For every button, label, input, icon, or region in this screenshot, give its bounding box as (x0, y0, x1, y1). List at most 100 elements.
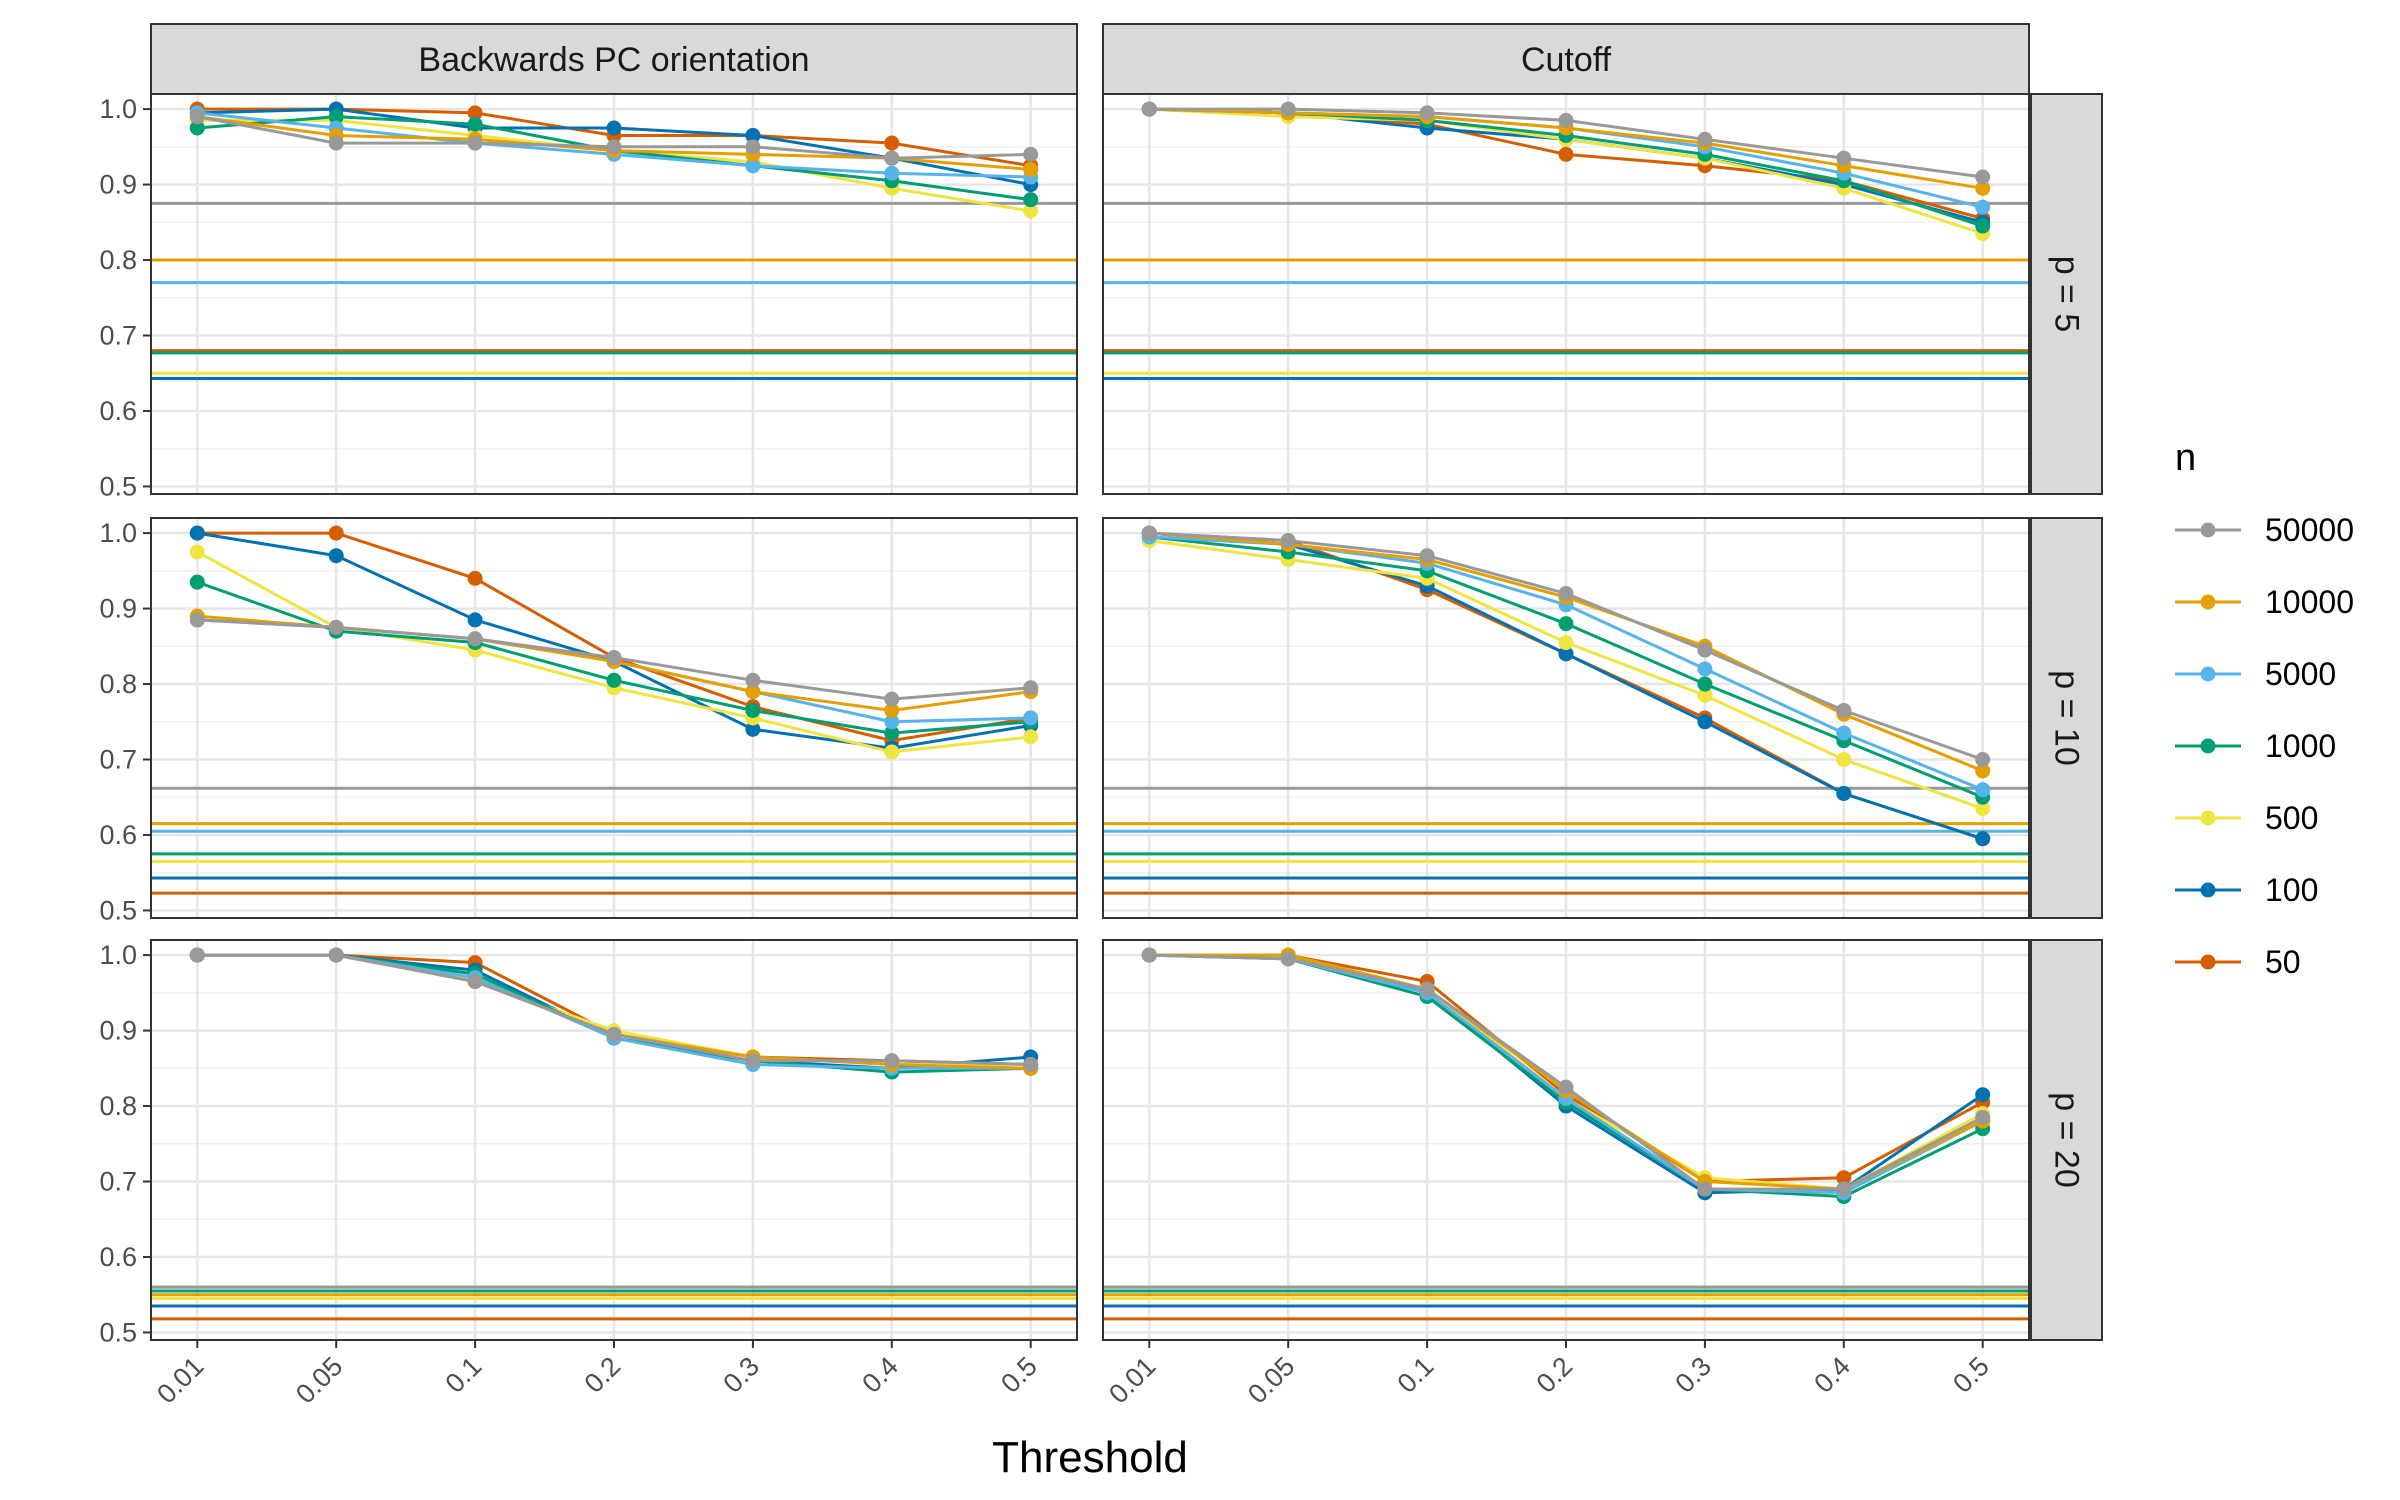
data-point-n-100 (328, 548, 344, 564)
legend-label: 1000 (2265, 728, 2336, 764)
data-point-n-50 (1836, 1170, 1852, 1186)
data-point-n-50000 (328, 135, 344, 151)
data-point-n-50000 (1141, 525, 1157, 541)
data-point-n-50 (467, 105, 483, 121)
data-point-n-1000 (189, 120, 205, 136)
legend-title: n (2175, 437, 2196, 479)
data-point-n-1000 (1558, 616, 1574, 632)
x-tick-label: 0.4 (856, 1351, 904, 1399)
data-point-n-50000 (1697, 1181, 1713, 1197)
data-point-n-50000 (467, 135, 483, 151)
data-point-n-10000 (1975, 180, 1991, 196)
data-point-n-50 (1558, 146, 1574, 162)
legend-key-point-n-500 (2200, 810, 2216, 826)
x-tick-label: 0.5 (1947, 1351, 1995, 1399)
x-tick-label: 0.01 (151, 1351, 209, 1409)
y-tick-label: 0.9 (99, 1016, 137, 1046)
x-tick-label: 0.2 (578, 1351, 626, 1399)
legend-label: 5000 (2265, 656, 2336, 692)
data-point-n-100 (1697, 714, 1713, 730)
y-tick-label: 1.0 (99, 940, 137, 970)
x-tick-label: 0.5 (995, 1351, 1043, 1399)
data-point-n-50000 (1975, 169, 1991, 185)
legend-key-point-n-5000 (2200, 666, 2216, 682)
data-point-n-500 (1836, 752, 1852, 768)
data-point-n-100 (1975, 1087, 1991, 1103)
y-tick-label: 0.6 (99, 1242, 137, 1272)
legend-label: 50 (2265, 944, 2301, 980)
data-point-n-50000 (1141, 947, 1157, 963)
data-point-n-1000 (1697, 676, 1713, 692)
data-point-n-50000 (1558, 1079, 1574, 1095)
data-point-n-50 (328, 525, 344, 541)
data-point-n-50000 (884, 1053, 900, 1069)
data-point-n-5000 (1975, 199, 1991, 215)
data-point-n-500 (1023, 729, 1039, 745)
data-point-n-100 (1558, 646, 1574, 662)
data-point-n-100 (1975, 831, 1991, 847)
data-point-n-500 (884, 744, 900, 760)
data-point-n-50000 (1419, 548, 1435, 564)
y-tick-label: 0.8 (99, 245, 137, 275)
data-point-n-5000 (884, 714, 900, 730)
y-tick-label: 0.6 (99, 396, 137, 426)
data-point-n-500 (189, 544, 205, 560)
y-tick-label: 1.0 (99, 518, 137, 548)
data-point-n-50000 (1697, 642, 1713, 658)
x-tick-label: 0.05 (290, 1351, 348, 1409)
data-point-n-50000 (1023, 146, 1039, 162)
column-strip-label: Cutoff (1521, 41, 1612, 79)
y-tick-label: 0.7 (99, 321, 137, 351)
data-point-n-100 (1836, 785, 1852, 801)
row-strip-label: p = 5 (2048, 256, 2086, 333)
data-point-n-50000 (1419, 981, 1435, 997)
data-point-n-5000 (1975, 782, 1991, 798)
legend-label: 500 (2265, 800, 2318, 836)
row-strip-p-10 (2030, 517, 2103, 919)
data-point-n-50000 (745, 1053, 761, 1069)
data-point-n-50000 (328, 947, 344, 963)
data-point-n-50000 (884, 150, 900, 166)
legend-label: 100 (2265, 872, 2318, 908)
data-point-n-100 (189, 525, 205, 541)
y-tick-label: 0.5 (99, 1317, 137, 1347)
data-point-n-50000 (1558, 112, 1574, 128)
data-point-n-5000 (1836, 725, 1852, 741)
data-point-n-50000 (1836, 150, 1852, 166)
row-strip-p-20 (2030, 939, 2103, 1341)
row-strip-label: p = 10 (2048, 670, 2086, 765)
data-point-n-1000 (189, 574, 205, 590)
panel-border (1102, 517, 2030, 919)
data-point-n-50000 (189, 612, 205, 628)
x-tick-label: 0.1 (440, 1351, 488, 1399)
data-point-n-50000 (1280, 951, 1296, 967)
data-point-n-50000 (328, 619, 344, 635)
data-point-n-100 (606, 120, 622, 136)
y-tick-label: 0.8 (99, 1091, 137, 1121)
x-tick-label: 0.3 (1669, 1351, 1717, 1399)
data-point-n-500 (1558, 635, 1574, 651)
x-tick-label: 0.3 (717, 1351, 765, 1399)
data-point-n-1000 (745, 702, 761, 718)
x-tick-label: 0.4 (1808, 1351, 1856, 1399)
data-point-n-50000 (745, 672, 761, 688)
column-strip-cutoff (1102, 23, 2030, 95)
data-point-n-50 (467, 570, 483, 586)
x-tick-label: 0.1 (1392, 1351, 1440, 1399)
data-point-n-50000 (606, 139, 622, 155)
y-tick-label: 0.7 (99, 1167, 137, 1197)
data-point-n-5000 (745, 158, 761, 174)
data-point-n-100 (467, 612, 483, 628)
y-tick-label: 0.6 (99, 820, 137, 850)
panel-border (1102, 93, 2030, 495)
data-point-n-50000 (745, 139, 761, 155)
y-tick-label: 0.5 (99, 471, 137, 501)
data-point-n-1000 (1023, 192, 1039, 208)
column-strip-label: Backwards PC orientation (418, 41, 809, 79)
row-strip-label: p = 20 (2048, 1092, 2086, 1187)
panel-border (150, 517, 1078, 919)
y-tick-label: 0.8 (99, 669, 137, 699)
data-point-n-5000 (884, 165, 900, 181)
y-tick-label: 0.9 (99, 594, 137, 624)
data-point-n-1000 (328, 109, 344, 125)
